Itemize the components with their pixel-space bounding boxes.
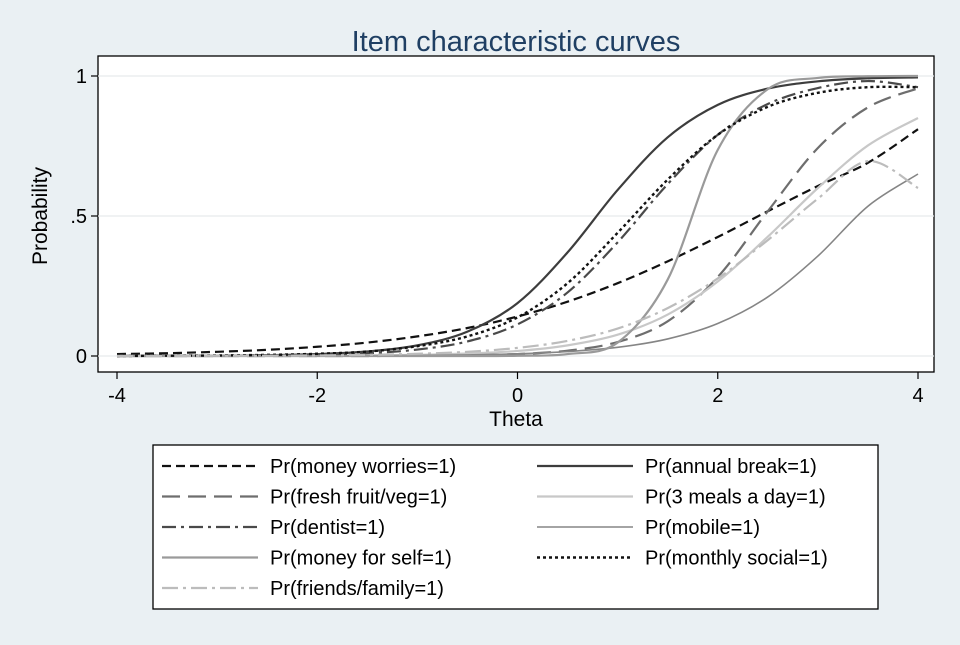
legend-label-monthly-social: Pr(monthly social=1) <box>645 548 828 570</box>
legend-label-friends-family: Pr(friends/family=1) <box>270 578 444 600</box>
legend-label-money-for-self: Pr(money for self=1) <box>270 548 452 570</box>
legend: Pr(money worries=1) Pr(annual break=1) Pr(… <box>162 456 828 600</box>
chart-title: Item characteristic curves <box>352 26 681 58</box>
plot-area <box>97 55 935 373</box>
legend-label-dentist: Pr(dentist=1) <box>270 517 385 539</box>
x-tick-label: 0 <box>512 385 523 407</box>
x-tick-label: -4 <box>108 385 126 407</box>
series-line-money-for-self <box>117 74 919 358</box>
legend-label-money-worries: Pr(money worries=1) <box>270 456 456 478</box>
legend-label-3-meals-a-day: Pr(3 meals a day=1) <box>645 487 826 509</box>
legend-label-mobile: Pr(mobile=1) <box>645 517 760 539</box>
legend-label-annual-break: Pr(annual break=1) <box>645 456 817 478</box>
x-axis-label: Theta <box>489 408 543 431</box>
y-axis-label: Probability <box>29 166 52 265</box>
series-line-money-worries <box>116 128 919 356</box>
x-tick-label: 4 <box>912 385 923 407</box>
y-tick-label: .5 <box>70 206 87 228</box>
series-layer <box>116 74 919 358</box>
axis-layer: 0 .5 1 -4 -2 0 2 4 <box>70 66 923 407</box>
series-line-friends-family <box>116 160 919 358</box>
x-tick-label: 2 <box>712 385 723 407</box>
y-tick-label: 1 <box>76 66 87 88</box>
y-tick-label: 0 <box>76 346 87 368</box>
x-tick-label: -2 <box>308 385 326 407</box>
legend-box <box>152 444 879 610</box>
legend-label-fresh-fruit-veg: Pr(fresh fruit/veg=1) <box>270 487 447 509</box>
